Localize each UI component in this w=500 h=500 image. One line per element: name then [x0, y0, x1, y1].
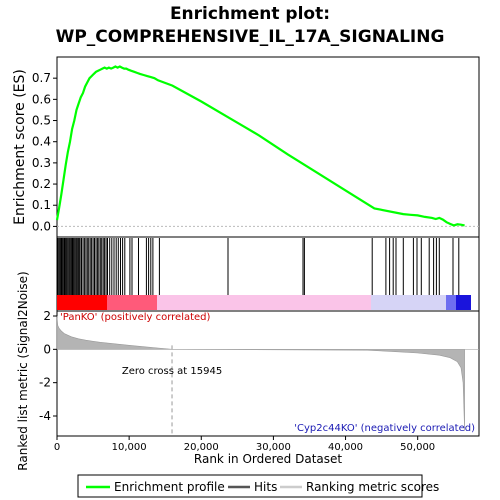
- metric-y-tick-label-0: 2: [43, 309, 51, 323]
- rank-colorbar: [57, 295, 471, 310]
- colorbar-blue-segment: [446, 295, 456, 310]
- positive-correlation-label: 'PanKO' (positively correlated): [60, 312, 211, 323]
- colorbar-red-fade-segment: [107, 295, 157, 310]
- es-y-tick-label-4: 0.4: [32, 135, 51, 149]
- ranking-metric-area: [56, 315, 465, 432]
- zero-cross-label: Zero cross at 15945: [122, 366, 222, 377]
- colorbar-lavender-segment: [371, 295, 446, 310]
- x-axis-ticks: 0 10,000 20,000 30,000 40,000 50,000: [54, 436, 435, 453]
- es-y-tick-label-7: 0.7: [32, 71, 51, 85]
- metric-panel-frame: [56, 310, 480, 437]
- x-axis-label: Rank in Ordered Dataset: [194, 452, 342, 466]
- es-y-axis-label: Enrichment score (ES): [12, 69, 28, 225]
- negative-correlation-label: 'Cyp2c44KO' (negatively correlated): [294, 423, 475, 434]
- es-y-tick-label-5: 0.5: [32, 114, 51, 128]
- metric-y-tick-label-2: -2: [39, 376, 51, 390]
- x-tick-label-3: 30,000: [256, 442, 291, 453]
- es-panel: 0.0 0.1 0.2 0.3 0.4 0.5 0.6 0.7 Enrichment scor…: [12, 56, 480, 238]
- legend: Enrichment profile Hits Ranking metric s…: [77, 474, 439, 498]
- colorbar-red-segment: [57, 295, 107, 310]
- chart-title-line2: WP_COMPREHENSIVE_IL_17A_SIGNALING: [56, 27, 445, 47]
- metric-y-tick-label-3: -4: [39, 409, 51, 423]
- legend-metric-label: Ranking metric scores: [306, 480, 439, 494]
- colorbar-darkblue-segment: [456, 295, 471, 310]
- es-y-tick-label-6: 0.6: [32, 92, 51, 106]
- hits-panel: [56, 236, 480, 312]
- metric-panel: 2 0 -2 -4 'PanKO' (positively correlated) '…: [16, 271, 480, 471]
- metric-y-tick-label-1: 0: [43, 342, 51, 356]
- x-tick-label-1: 10,000: [112, 442, 147, 453]
- enrichment-profile-line: [55, 65, 465, 227]
- es-y-tick-label-1: 0.1: [32, 198, 51, 212]
- es-y-tick-label-0: 0.0: [32, 219, 51, 233]
- hit-markers: [57, 238, 460, 295]
- x-tick-label-5: 50,000: [400, 442, 435, 453]
- colorbar-pink-segment: [157, 295, 371, 310]
- legend-enrichment-label: Enrichment profile: [114, 480, 225, 494]
- metric-y-axis-label: Ranked list metric (Signal2Noise): [16, 271, 30, 470]
- x-tick-label-0: 0: [54, 442, 60, 453]
- chart-title-line1: Enrichment plot:: [170, 4, 330, 24]
- es-panel-frame: [56, 56, 480, 238]
- es-y-tick-label-2: 0.2: [32, 177, 51, 191]
- metric-y-ticks: 2 0 -2 -4: [39, 309, 57, 423]
- legend-hits-label: Hits: [254, 480, 277, 494]
- x-tick-label-4: 40,000: [328, 442, 363, 453]
- es-y-ticks: 0.0 0.1 0.2 0.3 0.4 0.5 0.6 0.7: [32, 71, 57, 233]
- es-y-tick-label-3: 0.3: [32, 156, 51, 170]
- x-tick-label-2: 20,000: [184, 442, 219, 453]
